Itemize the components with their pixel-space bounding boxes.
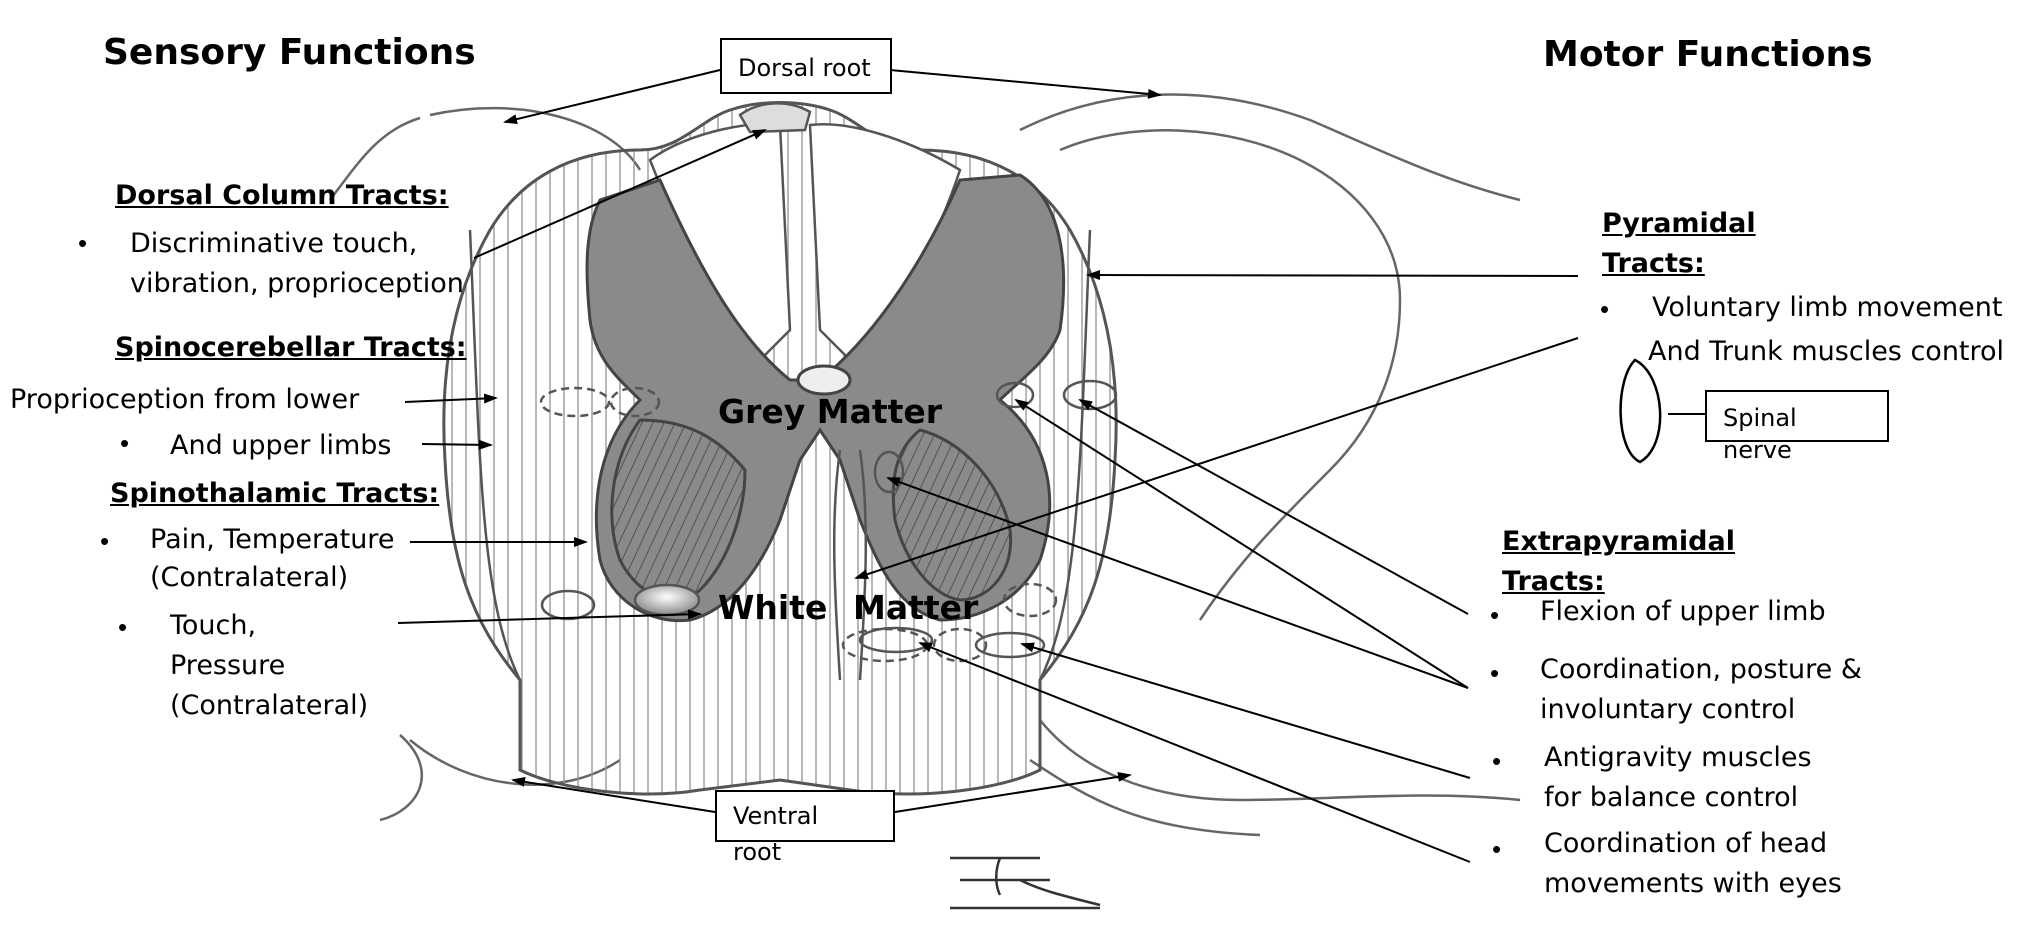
spinal-nerve-bracket bbox=[1619, 358, 1662, 464]
spinocerebellar-title: Spinocerebellar Tracts: bbox=[115, 332, 467, 363]
ex-line-6: Coordination of head bbox=[1544, 828, 1828, 859]
nerve-roots bbox=[328, 93, 1521, 837]
bullet: • bbox=[118, 612, 128, 642]
signature-mark bbox=[950, 856, 1101, 910]
bullet: • bbox=[1490, 658, 1500, 688]
bullet: • bbox=[1490, 600, 1500, 630]
ventral-root-label-1: Ventral bbox=[733, 802, 819, 830]
white-matter-label-1: White bbox=[718, 588, 828, 627]
thal-line-5: (Contralateral) bbox=[170, 690, 369, 721]
grey-matter bbox=[585, 173, 1066, 623]
sensory-functions-heading: Sensory Functions bbox=[103, 32, 476, 73]
motor-functions-heading: Motor Functions bbox=[1543, 34, 1873, 75]
dorsal-line-1: Discriminative touch, bbox=[130, 228, 418, 259]
pyramidal-title-2: Tracts: bbox=[1602, 248, 1705, 279]
dorsal-root-box: Dorsal root bbox=[720, 38, 892, 94]
spinal-nerve-box: Spinal nerve bbox=[1705, 390, 1889, 464]
ex-line-7: movements with eyes bbox=[1544, 868, 1842, 899]
spino-line-1: Proprioception from lower bbox=[10, 384, 360, 415]
ex-line-4: Antigravity muscles bbox=[1544, 742, 1812, 773]
bullet: • bbox=[78, 228, 88, 258]
ventral-root-box: Ventral bbox=[715, 790, 895, 842]
ex-line-2: Coordination, posture & bbox=[1540, 654, 1862, 685]
dorsal-root-label: Dorsal root bbox=[738, 54, 871, 82]
bullet: • bbox=[100, 526, 110, 556]
pointer-lines bbox=[397, 69, 1579, 863]
pyramidal-title-1: Pyramidal bbox=[1602, 208, 1756, 239]
thal-line-4: Pressure bbox=[170, 650, 286, 681]
dorsal-line-2: vibration, proprioception bbox=[130, 268, 464, 299]
grey-matter-label: Grey Matter bbox=[718, 392, 943, 431]
dorsal-column-title: Dorsal Column Tracts: bbox=[115, 180, 449, 211]
spinal-nerve-label: Spinal nerve bbox=[1723, 404, 1797, 464]
bullet: • bbox=[1492, 746, 1502, 776]
extrapyramidal-title-2: Tracts: bbox=[1502, 566, 1605, 597]
bullet: • bbox=[120, 428, 130, 458]
pyr-line-2: And Trunk muscles control bbox=[1648, 336, 2005, 367]
spinothalamic-title: Spinothalamic Tracts: bbox=[110, 478, 440, 509]
bullet: • bbox=[1600, 294, 1610, 324]
thal-line-1: Pain, Temperature bbox=[150, 524, 395, 555]
extrapyramidal-title-1: Extrapyramidal bbox=[1502, 526, 1735, 557]
thal-line-2: (Contralateral) bbox=[150, 562, 349, 593]
spino-line-2: And upper limbs bbox=[170, 430, 392, 461]
ex-line-5: for balance control bbox=[1544, 782, 1799, 813]
bullet: • bbox=[1492, 834, 1502, 864]
ex-line-1: Flexion of upper limb bbox=[1540, 596, 1826, 627]
dorsal-columns bbox=[648, 102, 962, 362]
ex-line-3: involuntary control bbox=[1540, 694, 1796, 725]
thal-line-3: Touch, bbox=[170, 610, 257, 641]
white-matter-label-2: Matter bbox=[853, 588, 979, 627]
median-fissure bbox=[832, 449, 868, 681]
ventral-root-label-2: root bbox=[733, 838, 782, 866]
pyr-line-1: Voluntary limb movement bbox=[1652, 292, 2003, 323]
